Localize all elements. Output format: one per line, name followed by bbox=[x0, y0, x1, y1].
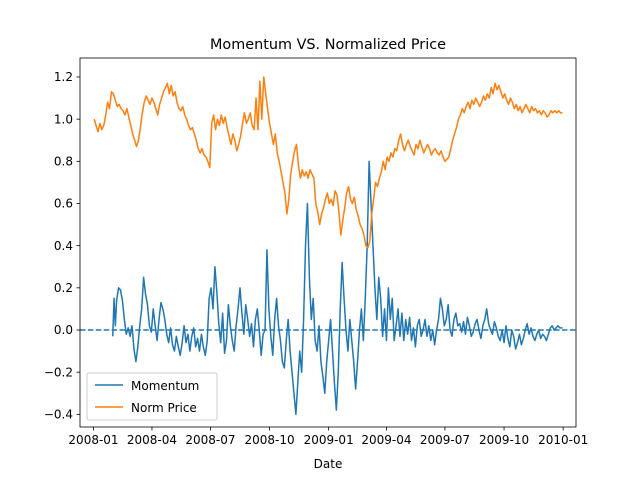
plot-frame bbox=[79, 57, 577, 428]
y-tick-label: 0.8 bbox=[54, 155, 73, 169]
y-tick-label: 0.2 bbox=[54, 281, 73, 295]
y-tick-label: 1.0 bbox=[54, 112, 73, 126]
chart-title: Momentum VS. Normalized Price bbox=[210, 37, 446, 53]
legend: Momentum Norm Price bbox=[86, 372, 218, 421]
x-tick-label: 2009-07 bbox=[420, 433, 470, 447]
y-tick-label: 1.2 bbox=[54, 70, 73, 84]
plot-area bbox=[80, 58, 576, 427]
series-layer bbox=[80, 76, 576, 416]
y-tick-label: 0.6 bbox=[54, 197, 73, 211]
y-tick-label: −0.4 bbox=[44, 408, 73, 422]
y-axis: −0.4 −0.2 0.0 0.2 0.4 0.6 0.8 1.0 1.2 bbox=[44, 70, 80, 422]
series-line-norm-price bbox=[93, 76, 563, 249]
x-tick-label: 2008-01 bbox=[68, 433, 118, 447]
x-tick-label: 2009-04 bbox=[361, 433, 411, 447]
x-axis: 2008-01 2008-04 2008-07 2008-10 2009-01 2009-… bbox=[68, 427, 588, 447]
x-tick-label: 2008-10 bbox=[244, 433, 294, 447]
series-line-momentum bbox=[112, 160, 563, 416]
x-tick-label: 2008-04 bbox=[127, 433, 177, 447]
x-tick-label: 2009-10 bbox=[479, 433, 529, 447]
legend-label-norm-price: Norm Price bbox=[131, 401, 197, 415]
x-tick-label: 2008-07 bbox=[185, 433, 235, 447]
x-axis-label: Date bbox=[314, 457, 343, 471]
y-tick-label: −0.2 bbox=[44, 365, 73, 379]
y-tick-label: 0.0 bbox=[54, 323, 73, 337]
y-tick-label: 0.4 bbox=[54, 239, 73, 253]
x-tick-label: 2009-01 bbox=[304, 433, 354, 447]
legend-label-momentum: Momentum bbox=[131, 379, 199, 393]
x-tick-label: 2010-01 bbox=[538, 433, 588, 447]
